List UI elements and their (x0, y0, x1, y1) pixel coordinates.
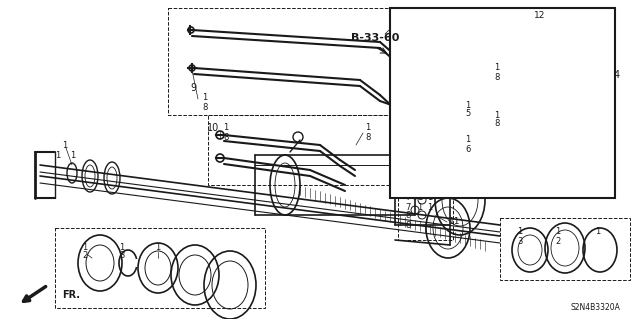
Text: 1: 1 (595, 227, 600, 236)
Text: 3: 3 (119, 251, 125, 261)
Text: 1: 1 (417, 194, 422, 203)
Bar (168, 8, 420, 115)
Text: 1: 1 (517, 227, 523, 236)
Text: 6: 6 (465, 145, 470, 153)
Text: FR.: FR. (62, 290, 80, 300)
Text: S2N4B3320A: S2N4B3320A (570, 303, 620, 312)
Text: 8: 8 (365, 132, 371, 142)
Text: 5: 5 (465, 109, 470, 118)
Text: 8: 8 (494, 73, 500, 83)
Text: 1: 1 (70, 151, 76, 160)
Text: 4: 4 (614, 70, 620, 80)
Text: 8: 8 (405, 220, 411, 229)
Text: 1: 1 (494, 110, 500, 120)
Text: 8: 8 (223, 132, 228, 142)
Text: 1: 1 (62, 140, 68, 150)
Text: 8: 8 (202, 102, 208, 112)
Text: 1: 1 (556, 227, 561, 236)
Text: 11: 11 (449, 218, 461, 226)
Text: 1: 1 (365, 123, 371, 132)
Text: 10: 10 (207, 123, 219, 133)
Text: 1: 1 (465, 100, 470, 109)
Text: 1: 1 (428, 203, 433, 211)
Text: 12: 12 (534, 11, 546, 19)
Text: 1: 1 (428, 194, 433, 203)
Text: 1: 1 (202, 93, 207, 102)
Text: 3: 3 (517, 236, 523, 246)
Bar (500, 218, 630, 280)
Bar (55, 228, 265, 308)
Text: 1: 1 (83, 242, 88, 251)
Bar (398, 188, 453, 240)
Bar (208, 115, 390, 185)
Text: 7: 7 (405, 203, 411, 211)
Text: 8: 8 (494, 120, 500, 129)
Text: 7: 7 (405, 194, 411, 203)
Text: 1: 1 (494, 63, 500, 72)
Text: 9: 9 (190, 83, 196, 93)
Text: 1: 1 (120, 242, 125, 251)
Text: 8: 8 (405, 211, 411, 220)
Text: 8: 8 (392, 26, 397, 34)
Text: 1: 1 (156, 242, 161, 251)
Text: 1: 1 (392, 18, 397, 26)
Text: 2: 2 (83, 251, 88, 261)
Text: 1: 1 (417, 203, 422, 211)
Text: 1: 1 (56, 151, 61, 160)
Text: B-33-60: B-33-60 (351, 33, 399, 43)
Text: 1: 1 (223, 123, 228, 132)
Bar (390, 8, 615, 198)
Text: 2: 2 (556, 236, 561, 246)
Text: 1: 1 (465, 136, 470, 145)
